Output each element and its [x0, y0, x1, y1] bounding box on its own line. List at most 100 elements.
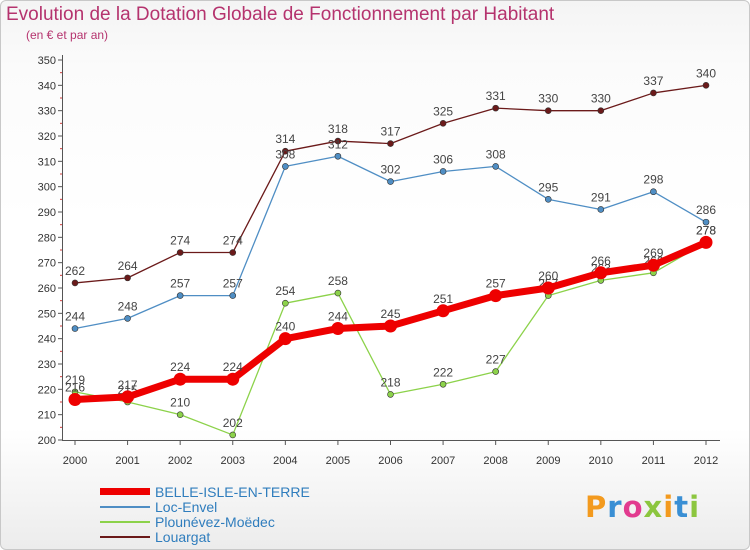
data-label-louargat: 340 — [696, 66, 716, 80]
data-point-loc-envel — [334, 152, 342, 160]
data-label-loc-envel: 308 — [486, 147, 506, 161]
data-label-louargat: 274 — [223, 234, 243, 248]
y-tick-label: 320 — [38, 131, 56, 143]
data-point-ploun-vez-mo-dec — [176, 411, 184, 418]
data-label-loc-envel: 308 — [275, 147, 295, 161]
data-label-belle-isle-en-terre: 216 — [65, 380, 85, 394]
data-label-loc-envel: 302 — [380, 163, 400, 177]
data-point-belle-isle-en-terre — [331, 322, 345, 336]
data-point-loc-envel — [492, 163, 499, 170]
data-point-louargat — [544, 107, 552, 114]
data-point-louargat — [334, 137, 342, 145]
legend-item-belle-isle[interactable]: BELLE-ISLE-EN-TERRE — [100, 485, 310, 500]
y-tick-label: 340 — [38, 80, 56, 92]
x-tick-label: 2005 — [326, 455, 350, 467]
x-tick-label: 2001 — [115, 455, 139, 467]
data-point-louargat — [492, 104, 499, 112]
data-label-louargat: 318 — [328, 122, 348, 136]
data-point-louargat — [229, 249, 237, 256]
data-label-louargat: 264 — [118, 259, 138, 273]
data-point-loc-envel — [71, 325, 79, 332]
data-label-belle-isle-en-terre: 266 — [591, 254, 611, 268]
legend: BELLE-ISLE-EN-TERRE Loc-Envel Plounévez-… — [100, 485, 310, 545]
y-tick-label: 240 — [38, 334, 56, 346]
data-point-ploun-vez-mo-dec — [387, 391, 394, 398]
legend-item-plounevez[interactable]: Plounévez-Moëdec — [100, 515, 310, 530]
data-point-louargat — [439, 120, 447, 127]
data-label-loc-envel: 286 — [696, 203, 716, 217]
legend-swatch — [100, 521, 150, 523]
logo-letter: i — [689, 490, 701, 524]
data-label-belle-isle-en-terre: 260 — [538, 269, 558, 283]
logo-letter: x — [643, 490, 664, 524]
data-point-ploun-vez-mo-dec — [229, 431, 237, 439]
data-point-ploun-vez-mo-dec — [334, 289, 342, 297]
data-label-loc-envel: 257 — [223, 277, 243, 291]
data-label-loc-envel: 306 — [433, 152, 453, 166]
data-label-belle-isle-en-terre: 244 — [328, 310, 348, 324]
chart-title: Evolution de la Dotation Globale de Fonc… — [6, 4, 555, 25]
data-label-belle-isle-en-terre: 257 — [486, 277, 506, 291]
data-label-belle-isle-en-terre: 240 — [275, 320, 295, 334]
data-label-belle-isle-en-terre: 217 — [118, 378, 138, 392]
x-tick-label: 2000 — [63, 455, 87, 467]
legend-swatch — [100, 536, 150, 538]
x-tick-label: 2004 — [273, 455, 297, 467]
data-point-loc-envel — [176, 292, 184, 299]
y-tick-label: 220 — [38, 384, 56, 396]
data-label-louargat: 317 — [380, 125, 400, 139]
legend-label: Plounévez-Moëdec — [155, 514, 275, 530]
logo-letter: i — [663, 490, 675, 524]
data-label-loc-envel: 291 — [591, 190, 611, 204]
data-point-belle-isle-en-terre — [278, 332, 292, 346]
data-label-ploun-vez-mo-dec: 210 — [170, 396, 190, 410]
logo-letter: o — [622, 490, 644, 524]
legend-label: Louargat — [155, 529, 211, 545]
x-tick-label: 2007 — [431, 455, 455, 467]
data-point-loc-envel — [387, 178, 394, 185]
logo-letter: r — [607, 490, 623, 524]
data-label-louargat: 330 — [591, 92, 611, 106]
data-label-ploun-vez-mo-dec: 202 — [223, 416, 243, 430]
data-point-loc-envel — [439, 168, 447, 175]
data-label-louargat: 262 — [65, 264, 85, 278]
x-tick-label: 2012 — [694, 455, 718, 467]
y-tick-label: 250 — [38, 308, 56, 320]
legend-label: BELLE-ISLE-EN-TERRE — [155, 484, 310, 500]
data-label-belle-isle-en-terre: 224 — [223, 360, 243, 374]
x-tick-label: 2010 — [589, 455, 613, 467]
data-point-belle-isle-en-terre — [121, 390, 135, 404]
x-tick-label: 2003 — [221, 455, 245, 467]
data-label-louargat: 330 — [538, 92, 558, 106]
data-point-belle-isle-en-terre — [436, 304, 450, 318]
data-label-belle-isle-en-terre: 245 — [380, 307, 400, 321]
data-label-belle-isle-en-terre: 269 — [643, 246, 663, 260]
data-label-loc-envel: 298 — [643, 173, 663, 187]
data-label-louargat: 325 — [433, 104, 453, 118]
data-label-louargat: 274 — [170, 234, 190, 248]
data-point-loc-envel — [282, 163, 289, 170]
data-point-belle-isle-en-terre — [173, 372, 187, 386]
logo-letter: P — [585, 490, 608, 524]
data-label-louargat: 314 — [275, 132, 295, 146]
data-label-ploun-vez-mo-dec: 278 — [696, 223, 716, 237]
data-point-ploun-vez-mo-dec — [439, 380, 447, 388]
data-point-loc-envel — [124, 315, 131, 322]
data-point-louargat — [702, 82, 710, 89]
legend-item-louargat[interactable]: Louargat — [100, 530, 310, 545]
data-point-loc-envel — [544, 196, 552, 203]
data-point-loc-envel — [229, 292, 237, 299]
y-tick-label: 330 — [38, 106, 56, 118]
data-point-belle-isle-en-terre — [489, 289, 503, 303]
data-label-loc-envel: 295 — [538, 180, 558, 194]
y-tick-label: 280 — [38, 232, 56, 244]
data-point-belle-isle-en-terre — [646, 258, 660, 272]
x-tick-label: 2011 — [642, 455, 666, 467]
y-tick-label: 310 — [38, 156, 56, 168]
data-point-belle-isle-en-terre — [226, 372, 240, 386]
data-point-loc-envel — [650, 188, 657, 196]
data-point-louargat — [124, 274, 131, 282]
legend-item-loc-envel[interactable]: Loc-Envel — [100, 500, 310, 515]
